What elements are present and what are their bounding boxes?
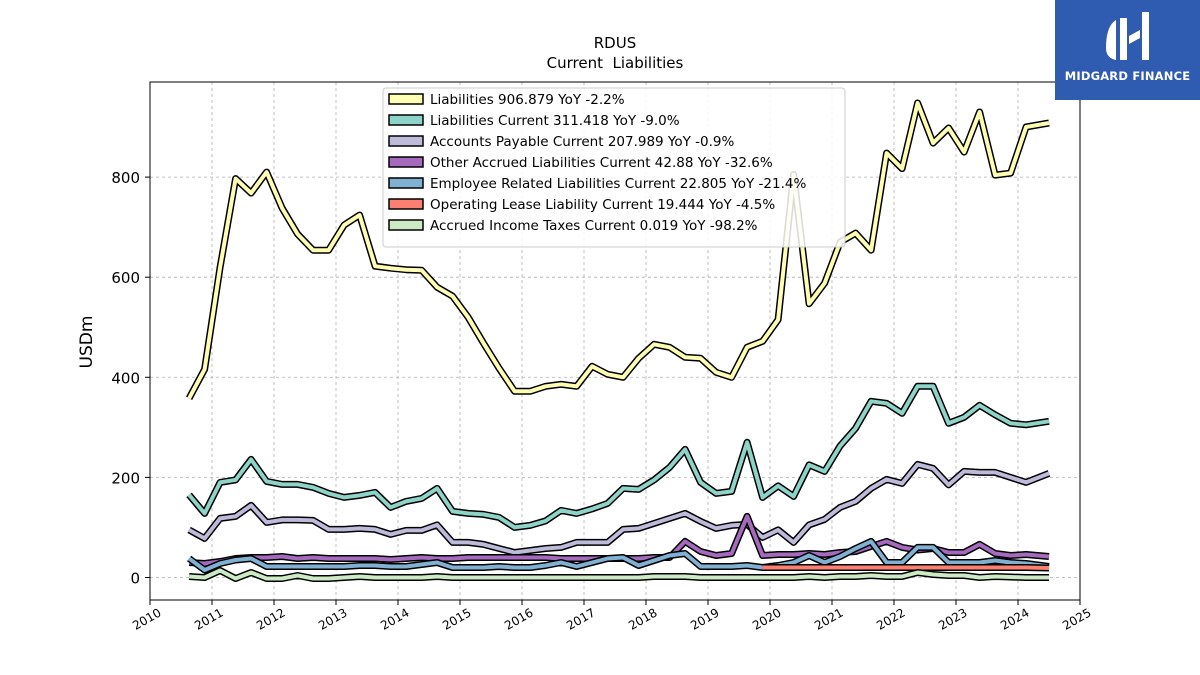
x-tick-label: 2011: [192, 605, 225, 632]
midgard-logo-icon: [1106, 12, 1149, 60]
legend-label: Accounts Payable Current 207.989 YoY -0.…: [430, 134, 735, 150]
legend-swatch: [388, 156, 424, 168]
x-tick-label: 2022: [874, 605, 907, 632]
legend-label: Other Accrued Liabilities Current 42.88 …: [430, 155, 773, 171]
x-tick-label: 2018: [626, 605, 659, 632]
legend-swatch: [388, 177, 424, 189]
brand-name: MIDGARD FINANCE: [1064, 69, 1191, 83]
y-axis-label: USDm: [77, 316, 97, 369]
x-axis: 2010 2011 2012 2013 2014 2015 2016 2017 2018 2019…: [130, 600, 1094, 633]
series-4-line: [187, 537, 1050, 574]
series-line-outline: [186, 382, 1050, 531]
legend-label: Liabilities 906.879 YoY -2.2%: [430, 92, 625, 108]
series-line: [762, 565, 1050, 570]
x-tick-label: 2019: [688, 605, 721, 632]
x-tick-label: 2010: [130, 605, 163, 632]
y-tick-label: 400: [111, 369, 140, 387]
series-0-line: [186, 99, 1050, 400]
x-tick-label: 2013: [316, 605, 349, 632]
plot-area-frame: [149, 81, 1081, 601]
series-2-line: [187, 460, 1051, 556]
legend-swatch: [388, 93, 424, 105]
legend-box: [382, 87, 846, 248]
series-group: [186, 99, 1051, 582]
x-tick-label: 2024: [998, 605, 1031, 632]
legend-swatch: [388, 135, 424, 147]
legend-swatch: [388, 114, 424, 126]
x-tick-label: 2017: [564, 605, 597, 632]
y-tick-label: 0: [130, 569, 140, 587]
legend-swatch: [388, 219, 424, 231]
x-tick-label: 2014: [378, 605, 411, 632]
x-tick-label: 2025: [1060, 605, 1093, 632]
x-tick-label: 2012: [254, 605, 287, 632]
legend-label: Employee Related Liabilities Current 22.…: [430, 176, 806, 192]
series-line: [188, 462, 1050, 555]
y-axis: 0 200 400 600 800: [111, 169, 150, 587]
x-tick-label: 2015: [440, 605, 473, 632]
y-tick-label: 200: [111, 469, 140, 487]
series-6-line: [188, 567, 1049, 582]
legend-swatch: [388, 198, 424, 210]
legend: Liabilities 906.879 YoY -2.2% Liabilities…: [382, 87, 846, 248]
series-line: [187, 384, 1050, 530]
series-line: [187, 101, 1050, 400]
chart-title: RDUS: [594, 34, 636, 52]
legend-label: Accrued Income Taxes Current 0.019 YoY -…: [430, 218, 758, 234]
series-line: [188, 568, 1049, 581]
series-line: [187, 539, 1050, 572]
y-tick-label: 800: [111, 169, 140, 187]
brand-logo: MIDGARD FINANCE: [1055, 0, 1200, 100]
x-tick-label: 2020: [750, 605, 783, 632]
legend-label: Operating Lease Liability Current 19.444…: [430, 197, 775, 213]
x-tick-label: 2016: [502, 605, 535, 632]
series-1-line: [186, 382, 1050, 531]
x-tick-label: 2021: [812, 605, 845, 632]
legend-label: Liabilities Current 311.418 YoY -9.0%: [430, 113, 680, 129]
x-tick-label: 2023: [936, 605, 969, 632]
chart-subtitle: Current Liabilities: [547, 54, 684, 72]
series-5-line: [762, 564, 1050, 572]
y-tick-label: 600: [111, 269, 140, 287]
